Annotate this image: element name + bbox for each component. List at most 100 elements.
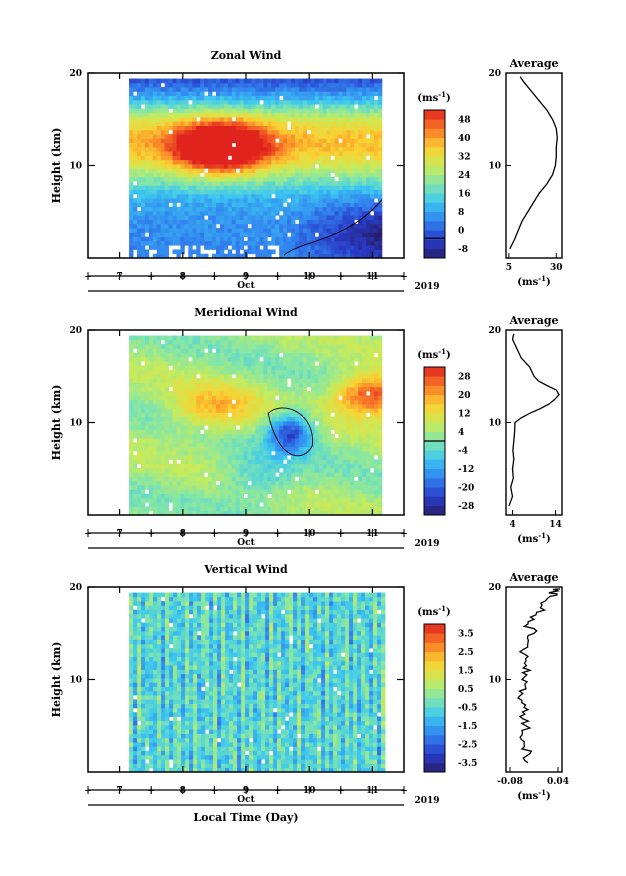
x-tick-label: 9: [243, 529, 249, 539]
x-tick-label: 11: [366, 272, 379, 282]
x-tick-label: 7: [116, 529, 122, 539]
x-tick-label: 9: [243, 786, 249, 796]
panel-title: Zonal Wind: [211, 49, 282, 62]
x-tick-label: 8: [180, 529, 186, 539]
average-title: Average: [508, 57, 558, 70]
x-tick-label: 10: [303, 272, 316, 282]
colorbar-label: 8: [458, 208, 464, 218]
heatmap-image: [129, 592, 386, 772]
svg-text:+: +: [274, 273, 282, 283]
colorbar-label: -20: [458, 483, 474, 493]
panel-title: Meridional Wind: [194, 306, 298, 319]
colorbar-label: -2.5: [458, 740, 477, 750]
y-tick-label: 10: [69, 162, 82, 172]
colorbar-label: 0: [458, 226, 464, 236]
average-panel: Average 20 10 5 30(ms-1): [488, 57, 563, 288]
colorbar-label: 32: [458, 152, 471, 162]
year-label: 2019: [414, 282, 439, 292]
average-title: Average: [508, 314, 558, 327]
colorbar-label: 48: [458, 115, 471, 125]
average-y-tick-label: 20: [488, 583, 501, 593]
svg-text:+: +: [400, 273, 408, 283]
average-x-tick-label: 5: [506, 263, 512, 273]
colorbar-unit: (ms-1): [417, 90, 450, 104]
colorbar-label: -28: [458, 502, 474, 512]
average-x-tick-label: 0.04: [547, 777, 569, 787]
colorbar-label: 16: [458, 189, 471, 199]
average-x-label: (ms-1): [517, 788, 550, 802]
y-axis-label: Height (km): [50, 642, 63, 718]
svg-text:+: +: [337, 273, 345, 283]
average-panel: Average 20 10 4 14(ms-1): [488, 314, 563, 545]
month-label: Oct: [237, 538, 255, 548]
colorbar-label: 1.5: [458, 666, 474, 676]
colorbar-label: -0.5: [458, 703, 477, 713]
average-y-tick-label: 10: [488, 162, 501, 172]
average-x-tick-label: -0.08: [497, 777, 523, 787]
x-tick-label: 7: [116, 786, 122, 796]
colorbar-label: 20: [458, 391, 471, 401]
colorbar-label: -3.5: [458, 759, 477, 769]
colorbar-label: 28: [458, 372, 471, 382]
colorbar-label: 40: [458, 134, 471, 144]
x-tick-label: 11: [366, 529, 379, 539]
colorbar: 28 20 12 4 -4 -12 -20 -28 (ms-1): [417, 347, 474, 516]
heatmap-image: [129, 335, 383, 515]
average-x-tick-label: 30: [550, 263, 563, 273]
y-tick-label: 20: [69, 69, 82, 79]
colorbar-label: -4: [458, 446, 468, 456]
panel-title: Vertical Wind: [203, 563, 288, 576]
average-y-tick-label: 10: [488, 676, 501, 686]
x-tick-label: 10: [303, 529, 316, 539]
colorbar-label: 2.5: [458, 648, 474, 658]
svg-text:+: +: [211, 273, 219, 283]
y-tick-label: 20: [69, 326, 82, 336]
average-profile-line: [517, 588, 561, 764]
x-axis-label: Local Time (Day): [193, 811, 298, 824]
average-frame: [505, 586, 563, 773]
panel-zonal: Zonal Wind 20 10 Height (km) + + + + + +7 8 9 10 11 Oc…: [50, 49, 563, 292]
average-title: Average: [508, 571, 558, 584]
heatmap-image: [129, 78, 383, 258]
colorbar-label: 0.5: [458, 685, 474, 695]
average-panel: Average 20 10 -0.08 0.04(ms-1): [488, 571, 568, 802]
y-axis-label: Height (km): [50, 385, 63, 461]
year-label: 2019: [414, 796, 439, 806]
svg-text:+: +: [147, 273, 155, 283]
x-tick-label: 8: [180, 786, 186, 796]
colorbar: 3.5 2.5 1.5 0.5 -0.5 -1.5 -2.5 -3.5 (ms-1): [417, 604, 477, 773]
x-tick-label: 10: [303, 786, 316, 796]
x-tick-label: 11: [366, 786, 379, 796]
average-x-label: (ms-1): [517, 274, 550, 288]
average-y-tick-label: 20: [488, 69, 501, 79]
y-tick-label: 10: [69, 419, 82, 429]
average-frame: [505, 72, 563, 259]
colorbar-label: -8: [458, 245, 468, 255]
colorbar-label: 4: [458, 428, 464, 438]
average-profile-line: [509, 76, 558, 250]
average-x-label: (ms-1): [517, 531, 550, 545]
colorbar-label: 12: [458, 409, 471, 419]
colorbar: 48 40 32 24 16 8 0 -8 (ms-1): [417, 90, 471, 259]
x-tick-label: 9: [243, 272, 249, 282]
y-tick-label: 10: [69, 676, 82, 686]
zero-contour: [283, 199, 383, 256]
colorbar-label: 3.5: [458, 629, 474, 639]
month-label: Oct: [237, 281, 255, 291]
colorbar-unit: (ms-1): [417, 347, 450, 361]
y-tick-label: 20: [69, 583, 82, 593]
colorbar-label: -12: [458, 465, 474, 475]
zero-contour: [267, 407, 313, 456]
average-profile-line: [508, 333, 560, 507]
x-tick-label: 7: [116, 272, 122, 282]
average-y-tick-label: 10: [488, 419, 501, 429]
average-x-tick-label: 4: [509, 520, 515, 530]
average-y-tick-label: 20: [488, 326, 501, 336]
x-tick-label: 8: [180, 272, 186, 282]
average-x-tick-label: 14: [549, 520, 562, 530]
y-axis-label: Height (km): [50, 128, 63, 204]
colorbar-label: -1.5: [458, 722, 477, 732]
